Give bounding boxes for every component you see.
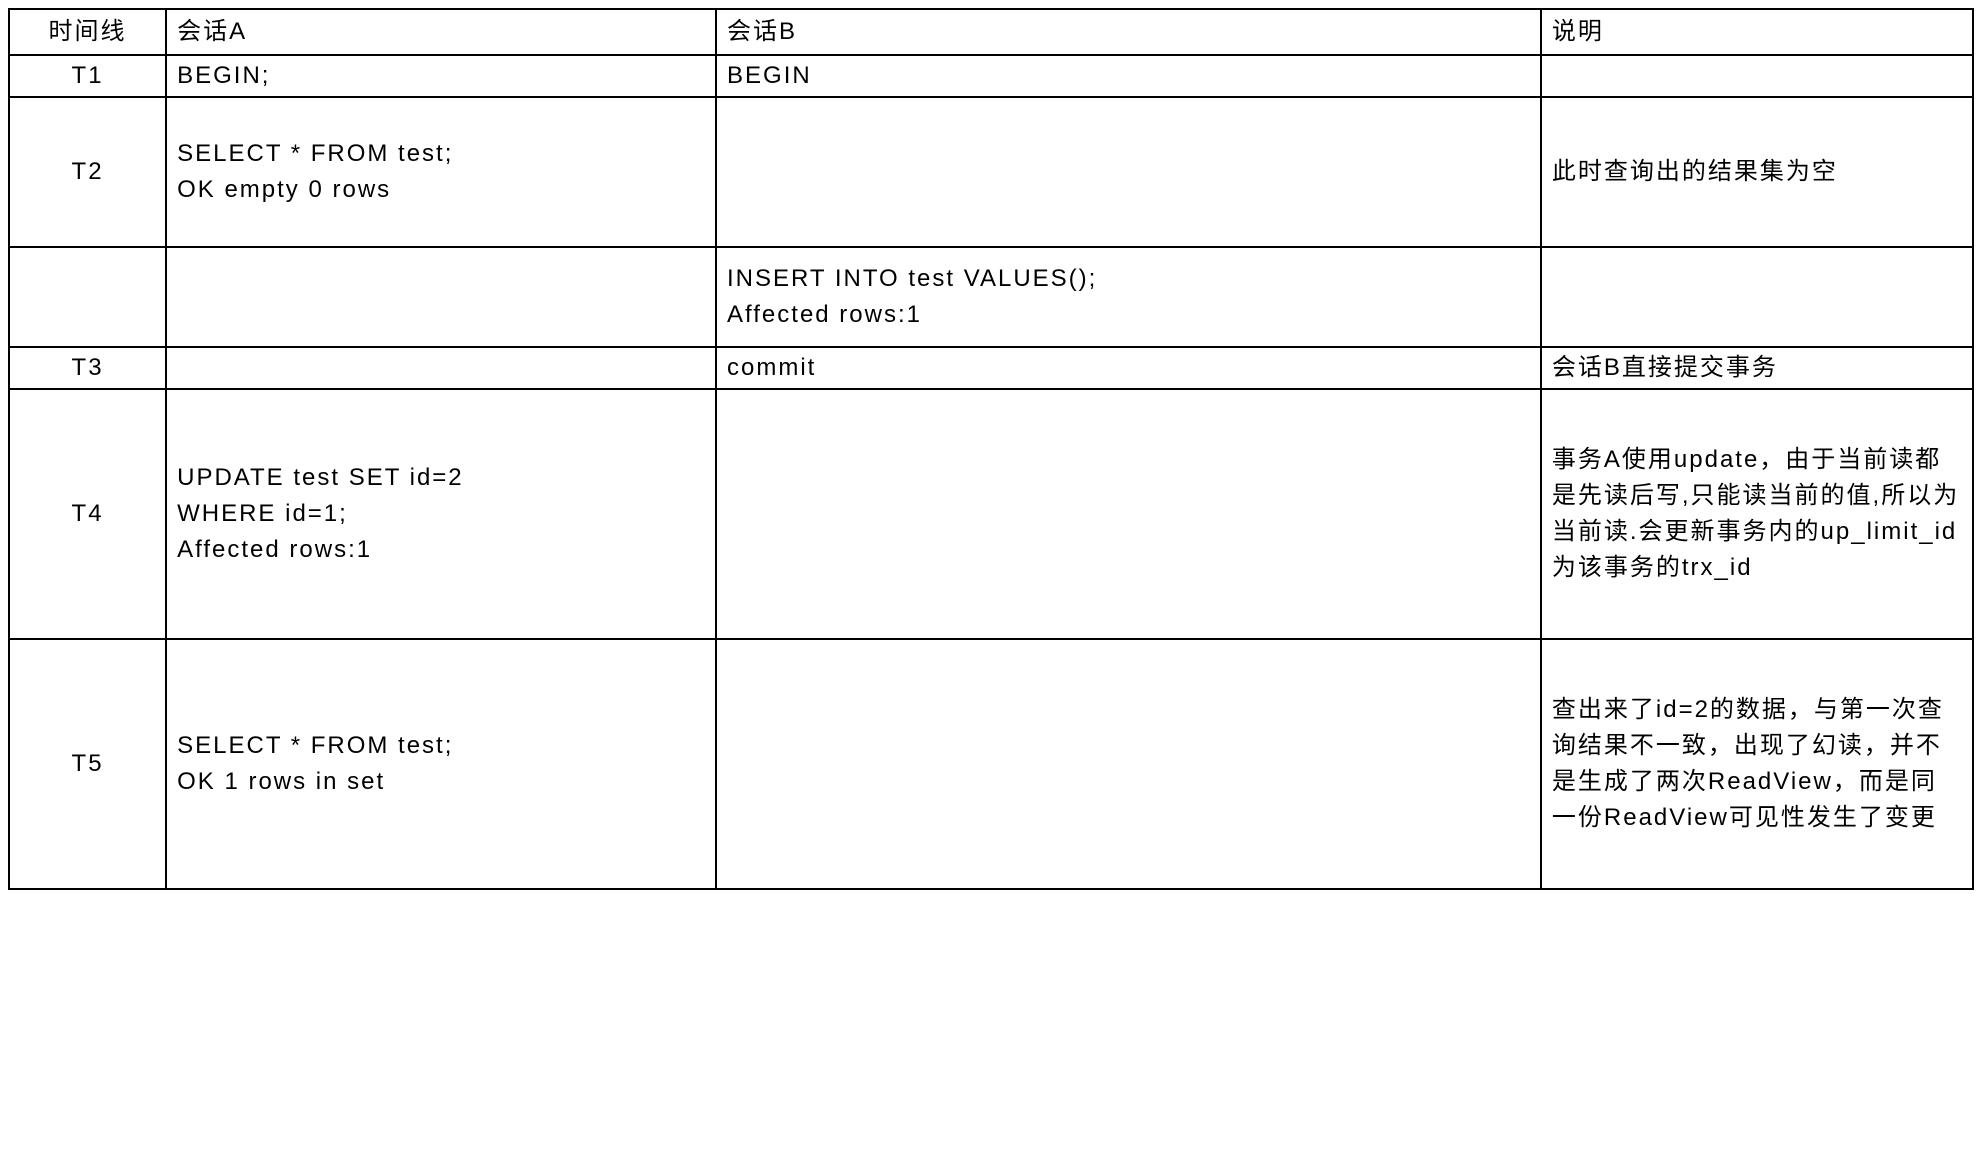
header-timeline: 时间线 (9, 9, 166, 55)
cell-timeline: T3 (9, 347, 166, 389)
header-description: 说明 (1541, 9, 1973, 55)
cell-timeline: T4 (9, 389, 166, 639)
cell-timeline: T1 (9, 55, 166, 97)
cell-description: 查出来了id=2的数据，与第一次查询结果不一致，出现了幻读，并不是生成了两次Re… (1541, 639, 1973, 889)
cell-timeline (9, 247, 166, 347)
cell-description: 会话B直接提交事务 (1541, 347, 1973, 389)
cell-session-b: INSERT INTO test VALUES(); Affected rows… (716, 247, 1541, 347)
cell-session-a: BEGIN; (166, 55, 716, 97)
cell-description (1541, 247, 1973, 347)
cell-timeline: T5 (9, 639, 166, 889)
cell-session-a (166, 247, 716, 347)
cell-session-a: SELECT * FROM test; OK empty 0 rows (166, 97, 716, 247)
table-row: T2 SELECT * FROM test; OK empty 0 rows 此… (9, 97, 1973, 247)
cell-session-b (716, 97, 1541, 247)
session-timeline-table: 时间线 会话A 会话B 说明 T1 BEGIN; BEGIN T2 SELECT… (8, 8, 1974, 890)
table-row: T3 commit 会话B直接提交事务 (9, 347, 1973, 389)
cell-session-b: BEGIN (716, 55, 1541, 97)
cell-description: 事务A使用update，由于当前读都是先读后写,只能读当前的值,所以为当前读.会… (1541, 389, 1973, 639)
cell-description (1541, 55, 1973, 97)
cell-session-b (716, 389, 1541, 639)
cell-session-a (166, 347, 716, 389)
table-row: T5 SELECT * FROM test; OK 1 rows in set … (9, 639, 1973, 889)
cell-session-b: commit (716, 347, 1541, 389)
cell-session-a: UPDATE test SET id=2 WHERE id=1; Affecte… (166, 389, 716, 639)
cell-session-b (716, 639, 1541, 889)
table-row: T4 UPDATE test SET id=2 WHERE id=1; Affe… (9, 389, 1973, 639)
header-session-b: 会话B (716, 9, 1541, 55)
table-row: T1 BEGIN; BEGIN (9, 55, 1973, 97)
cell-timeline: T2 (9, 97, 166, 247)
table-row: INSERT INTO test VALUES(); Affected rows… (9, 247, 1973, 347)
cell-description: 此时查询出的结果集为空 (1541, 97, 1973, 247)
table-header-row: 时间线 会话A 会话B 说明 (9, 9, 1973, 55)
header-session-a: 会话A (166, 9, 716, 55)
cell-session-a: SELECT * FROM test; OK 1 rows in set (166, 639, 716, 889)
